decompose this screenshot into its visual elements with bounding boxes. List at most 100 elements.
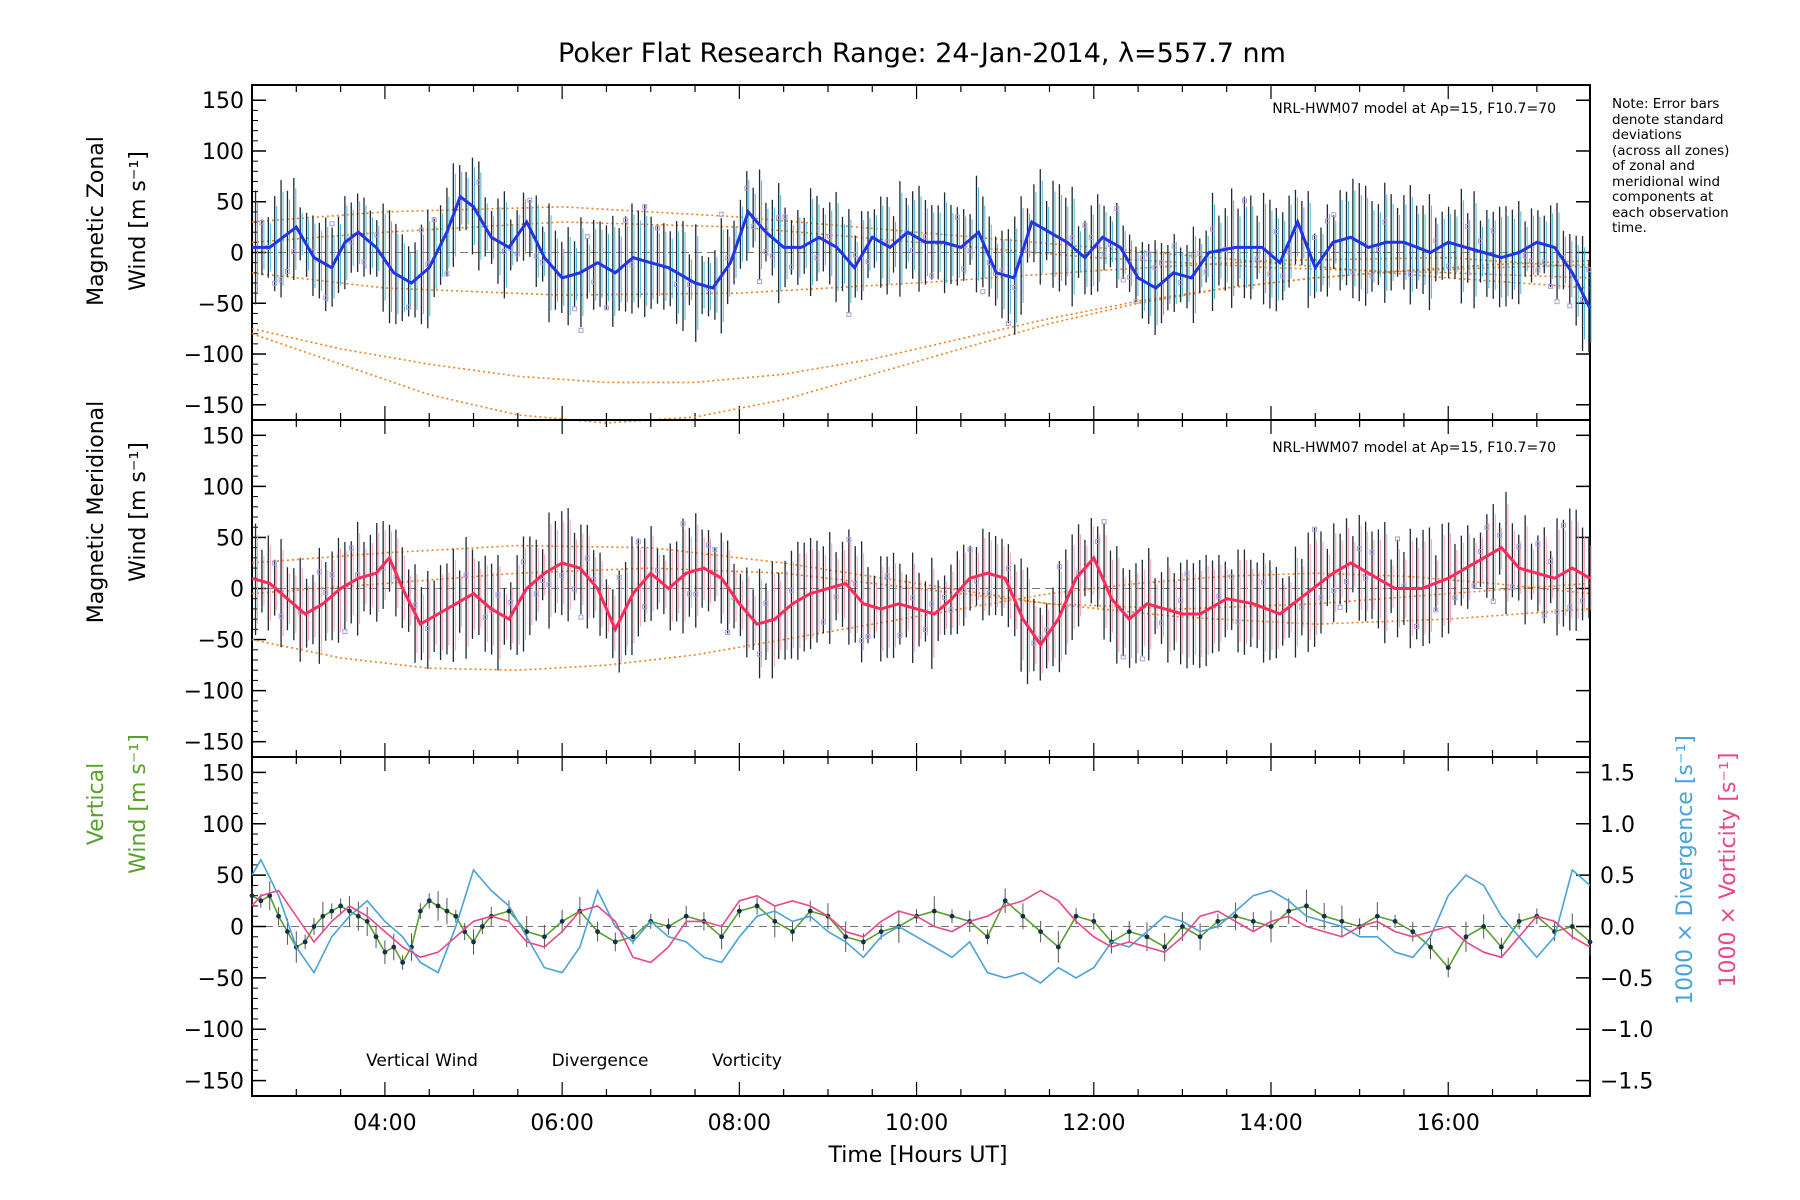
zone-point <box>1331 212 1337 218</box>
zone-point <box>284 268 290 274</box>
zone-point <box>1318 595 1324 601</box>
zone-point <box>725 255 731 261</box>
zone-point <box>1082 222 1088 228</box>
zone-point <box>431 217 437 223</box>
vertical-wind-point <box>1020 913 1026 919</box>
vertical-wind-point <box>861 939 866 945</box>
zone-point <box>572 586 578 592</box>
vertical-wind-point <box>1410 929 1416 935</box>
zone-point <box>1363 575 1369 581</box>
meridional-ylabel-line2: Wind [m s⁻¹] <box>126 442 151 582</box>
zone-point <box>463 572 469 578</box>
vertical-wind-point <box>1144 934 1150 940</box>
zone-point <box>1548 283 1554 289</box>
zone-point <box>686 281 692 287</box>
vertical-wind-panel: 150 100 50 0 −50 −100 −150 1.5 1.0 0.5 0.0 −0.5 −1.0… <box>184 756 1653 1136</box>
zone-point <box>1152 265 1158 271</box>
meridional-wind-panel: 150 100 50 0 −50 −100 −150 <box>184 419 1592 758</box>
model-curve <box>251 221 1591 279</box>
vertical-wind-point <box>772 918 778 924</box>
zone-point <box>846 311 852 317</box>
y-tick-label: −50 <box>198 967 244 992</box>
vertical-wind-point <box>1569 924 1575 929</box>
vertical-wind-point <box>807 908 813 914</box>
zone-point <box>1312 526 1318 532</box>
vertical-wind-point <box>683 913 689 919</box>
zone-point <box>929 273 935 279</box>
zone-point <box>259 220 265 226</box>
y-tick-label: 0 <box>230 916 244 941</box>
vertical-wind-point <box>1286 908 1292 914</box>
divergence-axis-label: 1000 × Divergence [s⁻¹] <box>1673 735 1698 1005</box>
zone-point <box>278 277 284 283</box>
y-tick-label: −100 <box>184 1018 244 1043</box>
zone-point <box>1127 274 1133 280</box>
zone-point <box>642 204 648 210</box>
zonal-wind-panel: 150 100 50 0 −50 −100 −150 <box>184 84 1592 424</box>
zone-point <box>323 589 329 595</box>
y-tick-label: −150 <box>184 394 244 419</box>
vertical-wind-point <box>276 913 281 919</box>
right-y-tick-label: 0.0 <box>1600 916 1635 941</box>
zone-point <box>1120 654 1126 660</box>
vertical-wind-point <box>338 903 344 909</box>
vertical-wind-point <box>1073 913 1079 919</box>
vertical-wind-point <box>1445 965 1451 970</box>
model-curve <box>251 256 1591 296</box>
zone-point <box>1037 635 1043 641</box>
zone-point <box>769 253 775 259</box>
zone-point <box>1146 251 1152 257</box>
zone-point <box>1095 539 1101 545</box>
zone-point <box>1158 620 1164 626</box>
zone-point <box>1139 656 1145 662</box>
zone-point <box>1101 519 1107 525</box>
zone-point <box>973 578 979 584</box>
vertical-ylabel-line1: Vertical <box>84 763 109 845</box>
zone-point <box>1509 584 1515 590</box>
vertical-wind-point <box>1374 913 1380 919</box>
vorticity-line <box>251 889 1591 964</box>
error-bar-note: Note: Error bars denote standard deviati… <box>1612 96 1730 236</box>
y-tick-label: 150 <box>202 424 244 449</box>
y-tick-label: −150 <box>184 731 244 756</box>
y-tick-label: 100 <box>202 140 244 165</box>
zone-point <box>495 592 501 598</box>
zone-point <box>1005 321 1011 327</box>
meridional-mean-line <box>251 545 1591 648</box>
zone-point <box>1216 593 1222 599</box>
y-tick-label: 50 <box>216 191 244 216</box>
zone-point <box>623 217 629 223</box>
zone-point <box>1369 549 1375 555</box>
vertical-wind-point <box>666 924 671 929</box>
vertical-wind-point <box>1516 918 1522 924</box>
zone-point <box>1012 285 1018 291</box>
vertical-wind-point <box>426 898 432 904</box>
zone-point <box>910 247 916 253</box>
y-tick-label: 0 <box>230 578 244 603</box>
zone-point <box>1477 238 1483 244</box>
model-curve <box>251 572 1591 672</box>
zone-point <box>278 613 284 619</box>
zone-point <box>1069 235 1075 241</box>
zone-point <box>827 233 833 239</box>
vertical-wind-point <box>1250 918 1256 924</box>
vertical-wind-point <box>559 918 565 924</box>
zone-point <box>329 221 335 227</box>
zone-point <box>776 215 782 221</box>
x-tick-label: 08:00 <box>708 1111 771 1136</box>
zone-point <box>910 595 916 601</box>
y-tick-label: −100 <box>184 680 244 705</box>
zone-point <box>546 582 552 588</box>
zone-point <box>1414 623 1420 629</box>
zone-point <box>750 223 756 229</box>
zone-point <box>1025 247 1031 253</box>
vertical-wind-point <box>736 908 742 914</box>
vertical-wind-point <box>1321 913 1327 919</box>
zone-point <box>980 289 986 295</box>
zone-point <box>1337 604 1343 610</box>
zone-point <box>1433 238 1439 244</box>
zone-point <box>1471 583 1477 589</box>
zone-point <box>686 591 692 597</box>
right-y-tick-label: −1.5 <box>1600 1070 1653 1095</box>
legend-vertical-wind: Vertical Wind <box>366 1051 478 1071</box>
